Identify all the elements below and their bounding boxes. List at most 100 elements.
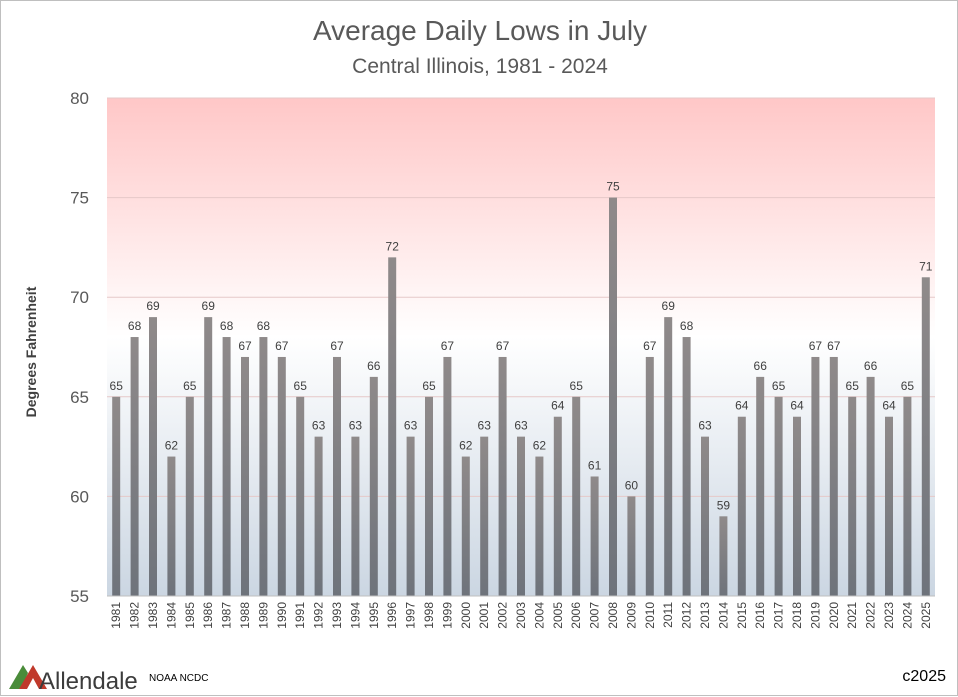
x-tick-label-1994: 1994 bbox=[348, 602, 362, 629]
data-label-2010: 67 bbox=[643, 339, 657, 353]
x-tick-label-2006: 2006 bbox=[569, 602, 583, 629]
data-label-2011: 69 bbox=[662, 299, 676, 313]
data-label-2012: 68 bbox=[680, 319, 694, 333]
x-tick-label-2004: 2004 bbox=[532, 602, 546, 629]
x-tick-label-1999: 1999 bbox=[440, 602, 454, 629]
bar-2001 bbox=[480, 436, 489, 596]
x-tick-label-2011: 2011 bbox=[661, 602, 675, 628]
x-tick-label-2013: 2013 bbox=[698, 602, 712, 629]
bar-2017 bbox=[774, 396, 783, 596]
data-label-2018: 64 bbox=[790, 399, 804, 413]
data-label-2019: 67 bbox=[809, 339, 823, 353]
data-label-2015: 64 bbox=[735, 399, 749, 413]
bar-2000 bbox=[461, 456, 470, 596]
bar-2006 bbox=[572, 396, 581, 596]
x-tick-label-2023: 2023 bbox=[882, 602, 896, 629]
bar-1989 bbox=[259, 337, 268, 596]
data-label-1996: 72 bbox=[386, 239, 400, 253]
bar-2002 bbox=[498, 356, 507, 596]
y-tick-label: 55 bbox=[70, 587, 89, 606]
data-label-2000: 62 bbox=[459, 439, 473, 453]
x-tick-label-2025: 2025 bbox=[919, 602, 933, 629]
x-tick-label-2010: 2010 bbox=[643, 602, 657, 629]
bar-2022 bbox=[866, 376, 875, 596]
data-label-1992: 63 bbox=[312, 419, 326, 433]
data-label-1991: 65 bbox=[294, 379, 308, 393]
data-label-1982: 68 bbox=[128, 319, 142, 333]
data-label-2013: 63 bbox=[698, 419, 712, 433]
x-tick-label-2016: 2016 bbox=[753, 602, 767, 629]
bar-2016 bbox=[756, 376, 765, 596]
chart-title: Average Daily Lows in July bbox=[313, 15, 647, 46]
data-label-2001: 63 bbox=[478, 419, 492, 433]
data-label-2016: 66 bbox=[754, 359, 768, 373]
data-label-2025: 71 bbox=[919, 259, 933, 273]
bar-2020 bbox=[829, 356, 838, 596]
x-tick-label-2024: 2024 bbox=[900, 602, 914, 629]
x-tick-label-2021: 2021 bbox=[845, 602, 859, 629]
bar-2019 bbox=[811, 356, 820, 596]
bar-2014 bbox=[719, 516, 728, 596]
bar-1983 bbox=[149, 317, 157, 596]
x-tick-label-2014: 2014 bbox=[716, 602, 730, 629]
data-labels: 65 68 69 62 65 69 68 67 68 67 65 63 67 63 66 72 63 65 67 62… bbox=[110, 180, 933, 513]
x-tick-label-2003: 2003 bbox=[514, 602, 528, 629]
y-tick-label: 60 bbox=[70, 487, 89, 506]
bar-2007 bbox=[590, 476, 599, 596]
bar-1984 bbox=[167, 456, 176, 596]
bar-1987 bbox=[222, 337, 231, 596]
bar-1997 bbox=[406, 436, 415, 596]
data-label-2017: 65 bbox=[772, 379, 786, 393]
x-tick-label-2018: 2018 bbox=[790, 602, 804, 629]
x-tick-label-2002: 2002 bbox=[496, 602, 510, 629]
bar-2008 bbox=[609, 197, 617, 596]
data-label-2004: 62 bbox=[533, 439, 547, 453]
bar-2018 bbox=[793, 416, 801, 596]
bar-1994 bbox=[351, 436, 360, 596]
y-tick-label: 65 bbox=[70, 388, 89, 407]
bar-1982 bbox=[130, 337, 139, 596]
x-axis-ticks: 1981 1982 1983 1984 1985 1986 1987 1988 1989 1990… bbox=[109, 602, 933, 629]
bar-1988 bbox=[241, 356, 249, 596]
data-label-2022: 66 bbox=[864, 359, 878, 373]
x-tick-label-2009: 2009 bbox=[624, 602, 638, 629]
logo-peak-icon bbox=[19, 665, 47, 689]
logo-text: Allendale bbox=[39, 668, 138, 695]
bar-1991 bbox=[296, 396, 305, 596]
y-tick-label: 80 bbox=[70, 89, 89, 108]
data-label-1990: 67 bbox=[275, 339, 289, 353]
data-label-2002: 67 bbox=[496, 339, 510, 353]
data-label-1988: 67 bbox=[238, 339, 252, 353]
data-label-2024: 65 bbox=[901, 379, 915, 393]
x-tick-label-1991: 1991 bbox=[293, 602, 307, 629]
allendale-logo: Allendale bbox=[9, 665, 138, 695]
data-label-2008: 75 bbox=[606, 180, 620, 194]
y-axis-ticks: 55 60 65 70 75 80 bbox=[70, 89, 89, 606]
bar-2025 bbox=[921, 277, 930, 596]
x-tick-label-1988: 1988 bbox=[238, 602, 252, 629]
x-tick-label-2015: 2015 bbox=[735, 602, 749, 629]
x-tick-label-1995: 1995 bbox=[367, 602, 381, 629]
bar-2023 bbox=[885, 416, 893, 596]
bar-1986 bbox=[204, 317, 213, 596]
x-tick-label-1984: 1984 bbox=[164, 602, 178, 629]
x-tick-label-2017: 2017 bbox=[772, 602, 786, 629]
data-label-1998: 65 bbox=[422, 379, 436, 393]
bar-2004 bbox=[535, 456, 544, 596]
bar-2015 bbox=[737, 416, 746, 596]
data-label-2007: 61 bbox=[588, 458, 602, 472]
data-label-1985: 65 bbox=[183, 379, 197, 393]
bar-2011 bbox=[664, 317, 673, 596]
x-tick-label-1992: 1992 bbox=[312, 602, 326, 629]
data-label-2021: 65 bbox=[846, 379, 860, 393]
bars bbox=[112, 197, 930, 596]
x-tick-label-1987: 1987 bbox=[220, 602, 234, 629]
data-label-1999: 67 bbox=[441, 339, 455, 353]
x-tick-label-1989: 1989 bbox=[256, 602, 270, 629]
x-tick-label-1996: 1996 bbox=[385, 602, 399, 629]
data-label-1987: 68 bbox=[220, 319, 234, 333]
data-label-1997: 63 bbox=[404, 419, 418, 433]
x-tick-label-2022: 2022 bbox=[864, 602, 878, 629]
